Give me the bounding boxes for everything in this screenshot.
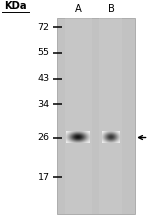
Bar <box>99 18 122 214</box>
Bar <box>64 18 92 214</box>
Text: 55: 55 <box>38 48 50 57</box>
Text: 34: 34 <box>37 100 50 109</box>
Text: B: B <box>108 4 114 14</box>
Text: 17: 17 <box>38 173 50 182</box>
Bar <box>57 18 135 214</box>
Text: A: A <box>75 4 81 14</box>
Text: 43: 43 <box>37 74 50 83</box>
Text: 26: 26 <box>38 133 50 142</box>
Text: 72: 72 <box>38 23 50 32</box>
Text: KDa: KDa <box>4 1 26 11</box>
